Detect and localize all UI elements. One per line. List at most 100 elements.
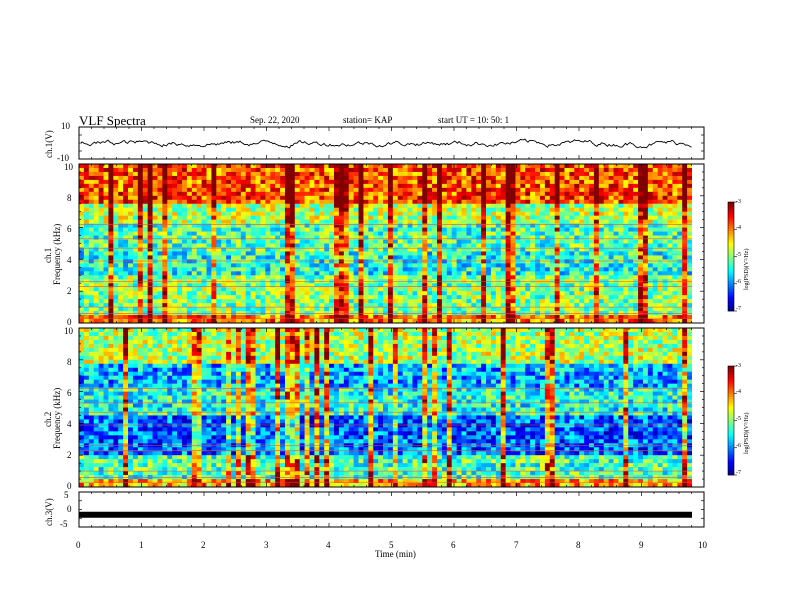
spectrogram-cell xyxy=(515,191,521,197)
spectrogram-cell xyxy=(98,275,104,280)
spectrogram-cell xyxy=(436,319,443,324)
spectrogram-cell xyxy=(667,299,673,304)
spectrogram-cell xyxy=(167,219,173,224)
spectrogram-cell xyxy=(206,315,212,320)
spectrogram-cell xyxy=(647,195,654,201)
spectrogram-cell xyxy=(196,255,202,260)
spectrogram-cell xyxy=(456,167,462,173)
spectrogram-cell xyxy=(260,243,266,248)
spectrogram-cell xyxy=(167,255,173,260)
spectrogram-cell xyxy=(628,195,634,201)
spectrogram-cell xyxy=(260,259,266,264)
spectrogram-cell xyxy=(162,291,168,296)
spectrogram-cell xyxy=(255,187,261,193)
spectrogram-cell xyxy=(623,259,629,264)
spectrogram-cell xyxy=(255,171,261,177)
spectrogram-cell xyxy=(309,303,315,308)
spectrogram-cell xyxy=(579,179,585,185)
spectrogram-cell xyxy=(280,223,286,228)
spectrogram-cell xyxy=(108,167,114,173)
spectrogram-cell xyxy=(505,271,511,276)
spectrogram-cell xyxy=(216,303,222,308)
spectrogram-cell xyxy=(515,319,521,324)
spectrogram-cell xyxy=(461,171,467,177)
spectrogram-cell xyxy=(363,171,369,177)
spectrogram-cell xyxy=(240,164,247,169)
spectrogram-cell xyxy=(353,319,359,324)
spectrogram-cell xyxy=(118,219,124,224)
spectrogram-cell xyxy=(603,231,609,236)
spectrogram-cell xyxy=(530,263,536,268)
spectrogram-cell xyxy=(598,271,605,276)
spectrogram-cell xyxy=(314,235,320,240)
spectrogram-cell xyxy=(642,255,649,260)
spectrogram-cell xyxy=(647,219,654,224)
spectrogram-cell xyxy=(628,175,634,181)
spectrogram-cell xyxy=(289,231,296,236)
spectrogram-cell xyxy=(196,251,202,256)
spectrogram-cell xyxy=(618,227,624,232)
spectrogram-cell xyxy=(574,164,580,169)
spectrogram-cell xyxy=(422,247,428,252)
spectrogram-cell xyxy=(329,215,335,220)
spectrogram-cell xyxy=(427,203,433,209)
spectrogram-cell xyxy=(618,215,624,220)
spectrogram-cell xyxy=(432,251,438,256)
spectrogram-cell xyxy=(299,307,305,312)
spectrogram-cell xyxy=(387,203,394,209)
spectrogram-cell xyxy=(128,235,134,240)
spectrogram-cell xyxy=(270,243,276,248)
spectrogram-cell xyxy=(304,295,310,300)
spectrogram-cell xyxy=(481,307,487,312)
spectrogram-cell xyxy=(672,275,678,280)
spectrogram-cell xyxy=(466,303,472,308)
spectrogram-cell xyxy=(265,263,271,268)
spectrogram-cell xyxy=(329,187,335,193)
spectrogram-cell xyxy=(559,223,565,228)
spectrogram-cell xyxy=(167,283,173,288)
spectrogram-cell xyxy=(618,175,624,181)
spectrogram-cell xyxy=(103,303,109,308)
spectrogram-cell xyxy=(123,299,129,304)
spectrogram-cell xyxy=(432,215,438,220)
spectrogram-cell xyxy=(397,231,403,236)
spectrogram-cell xyxy=(515,299,521,304)
spectrogram-cell xyxy=(334,287,340,292)
spectrogram-cell xyxy=(167,211,173,216)
spectrogram-cell xyxy=(260,247,266,252)
spectrogram-cell xyxy=(324,215,330,220)
spectrogram-cell xyxy=(334,299,340,304)
spectrogram-cell xyxy=(348,263,354,268)
spectrogram-cell xyxy=(510,231,516,236)
spectrogram-cell xyxy=(147,195,153,201)
spectrogram-cell xyxy=(235,243,242,248)
spectrogram-cell xyxy=(593,164,600,169)
spectrogram-cell xyxy=(544,211,551,216)
spectrogram-cell xyxy=(186,271,193,276)
spectrogram-cell xyxy=(672,247,678,252)
spectrogram-cell xyxy=(334,251,340,256)
spectrogram-cell xyxy=(490,223,497,228)
spectrogram-cell xyxy=(167,303,173,308)
spectrogram-cell xyxy=(569,235,575,240)
spectrogram-cell xyxy=(348,235,354,240)
spectrogram-cell xyxy=(510,267,516,272)
spectrogram-cell xyxy=(495,315,502,320)
spectrogram-cell xyxy=(559,187,565,193)
spectrogram-cell xyxy=(373,175,379,181)
spectrogram-cell xyxy=(211,283,217,288)
spectrogram-cell xyxy=(123,307,129,312)
spectrogram-cell xyxy=(677,171,683,177)
spectrogram-cell xyxy=(574,283,580,288)
spectrogram-cell xyxy=(309,271,315,276)
spectrogram-cell xyxy=(216,295,222,300)
spectrogram-cell xyxy=(427,275,433,280)
spectrogram-cell xyxy=(235,251,242,256)
spectrogram-cell xyxy=(255,283,261,288)
spectrogram-cell xyxy=(471,239,477,244)
spectrogram-cell xyxy=(314,187,320,193)
spectrogram-cell xyxy=(172,179,178,185)
spectrogram-cell xyxy=(221,315,227,320)
spectrogram-cell xyxy=(510,291,516,296)
spectrogram-cell xyxy=(525,167,531,173)
